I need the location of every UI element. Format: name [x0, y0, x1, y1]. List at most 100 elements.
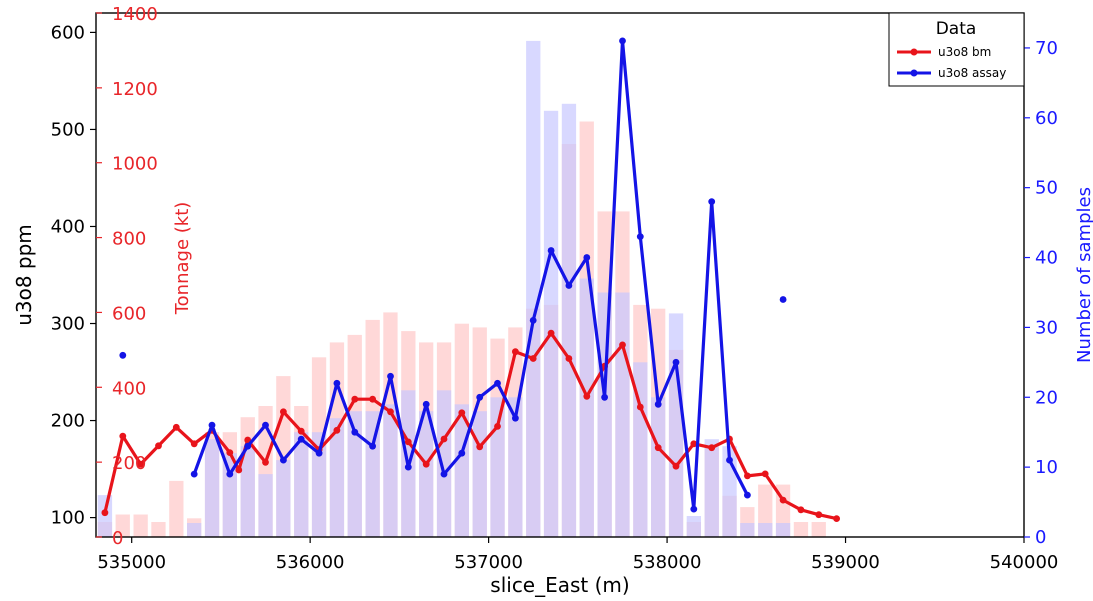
u3o8-bm-point: [761, 470, 769, 478]
samples-bar: [615, 292, 630, 537]
u3o8-assay-point: [280, 456, 287, 464]
tonnage-bar: [811, 522, 826, 537]
left-tick-label: 400: [51, 216, 85, 237]
u3o8-bm-point: [190, 440, 198, 448]
u3o8-assay-point: [583, 254, 591, 261]
legend-label-bm: u3o8 bm: [938, 45, 991, 59]
samples-bar: [668, 313, 684, 537]
samples-bar: [419, 411, 434, 537]
right-tick-label: 40: [1035, 248, 1058, 269]
samples-bar: [526, 40, 541, 538]
u3o8-assay-point: [458, 449, 466, 457]
u3o8-assay-point: [262, 421, 269, 429]
u3o8-bm-point: [512, 348, 519, 356]
u3o8-assay-point: [654, 400, 662, 408]
samples-bar: [561, 103, 577, 538]
tonnage-tick-label: 600: [112, 303, 146, 324]
u3o8-bm-point: [636, 403, 644, 411]
samples-bar: [579, 278, 594, 537]
tonnage-tick-label: 1000: [112, 154, 158, 175]
u3o8-bm-point: [119, 432, 127, 440]
u3o8-assay-point: [369, 442, 376, 450]
u3o8-bm-point: [101, 509, 109, 517]
right-tick-label: 50: [1035, 178, 1058, 199]
u3o8-bm-point: [565, 355, 573, 362]
samples-bar: [329, 418, 345, 537]
tonnage-bar: [151, 522, 166, 537]
samples-bar: [347, 411, 362, 537]
right-tick-label: 10: [1035, 457, 1058, 478]
u3o8-bm-point: [155, 442, 162, 450]
u3o8-assay-point: [690, 505, 698, 513]
samples-bar: [436, 390, 452, 537]
u3o8-assay-point: [476, 393, 484, 401]
u3o8-assay-point: [333, 379, 341, 387]
samples-bar: [258, 474, 273, 537]
u3o8-bm-point: [422, 460, 430, 468]
x-tick-label: 537000: [454, 552, 523, 573]
u3o8-assay-point: [708, 198, 716, 206]
left-tick-label: 200: [51, 411, 85, 432]
u3o8-assay-point: [190, 470, 198, 478]
right-tick-label: 60: [1035, 108, 1058, 129]
lines-layer: [101, 37, 840, 522]
samples-bar: [472, 411, 487, 537]
samples-bar: [543, 110, 559, 538]
x-tick-label: 538000: [633, 552, 702, 573]
tonnage-bar: [133, 514, 148, 537]
u3o8-assay-isolated-point: [779, 296, 787, 303]
u3o8-bm-point: [297, 427, 305, 435]
x-tick-label: 535000: [97, 552, 166, 573]
u3o8-assay-point: [226, 470, 234, 478]
u3o8-bm-point: [815, 511, 823, 519]
x-tick-label: 539000: [811, 552, 880, 573]
left-tick-label: 100: [51, 508, 85, 529]
left-axis-label: u3o8 ppm: [12, 224, 36, 326]
u3o8-assay-point: [601, 393, 608, 401]
u3o8-bm-point: [404, 438, 412, 446]
u3o8-bm-point: [529, 355, 537, 362]
samples-bar: [775, 523, 791, 537]
u3o8-assay-point: [387, 372, 394, 380]
samples-bar: [240, 446, 255, 537]
samples-bar: [204, 439, 220, 537]
u3o8-bm-point: [494, 423, 501, 430]
u3o8-assay-point: [529, 317, 537, 324]
u3o8-assay-point: [636, 233, 644, 241]
right-tick-label: 0: [1035, 527, 1046, 548]
legend: Data u3o8 bm u3o8 assay: [888, 12, 1025, 87]
u3o8-bm-point: [369, 395, 376, 403]
axes-layer: 535000 536000 537000 538000 539000 5400001002…: [51, 4, 1059, 573]
u3o8-assay-point: [440, 470, 448, 478]
u3o8-bm-point: [690, 440, 698, 448]
samples-bar: [276, 460, 291, 537]
u3o8-assay-point: [547, 247, 555, 254]
u3o8-assay-point: [404, 463, 412, 471]
u3o8-bm-point: [226, 449, 234, 456]
legend-marker-assay: [910, 69, 918, 77]
u3o8-assay-point: [422, 400, 430, 408]
u3o8-assay-point: [208, 421, 216, 429]
legend-title: Data: [936, 19, 977, 39]
plot-frame: [95, 12, 1025, 538]
samples-bar: [187, 523, 202, 537]
samples-bar: [686, 516, 701, 537]
x-axis-label: slice_East (m): [490, 573, 629, 597]
u3o8-bm-point: [280, 408, 287, 416]
tonnage-tick-label: 800: [112, 229, 146, 250]
u3o8-bm-point: [583, 392, 591, 400]
tonnage-axis-label: Tonnage (kt): [172, 202, 193, 316]
u3o8-assay-point: [672, 358, 680, 366]
tonnage-tick-label: 0: [112, 528, 123, 549]
u3o8-bm-point: [779, 496, 787, 504]
u3o8-assay-point: [351, 428, 359, 436]
u3o8-assay-point: [619, 37, 626, 45]
left-tick-label: 600: [51, 22, 85, 43]
u3o8-assay-point: [744, 491, 751, 499]
u3o8-bm-point: [172, 423, 180, 431]
u3o8-assay-point: [244, 442, 252, 450]
u3o8-bm-point: [833, 515, 840, 522]
u3o8-assay-point: [565, 282, 573, 289]
right-axis-label: Number of samples: [1074, 187, 1093, 363]
